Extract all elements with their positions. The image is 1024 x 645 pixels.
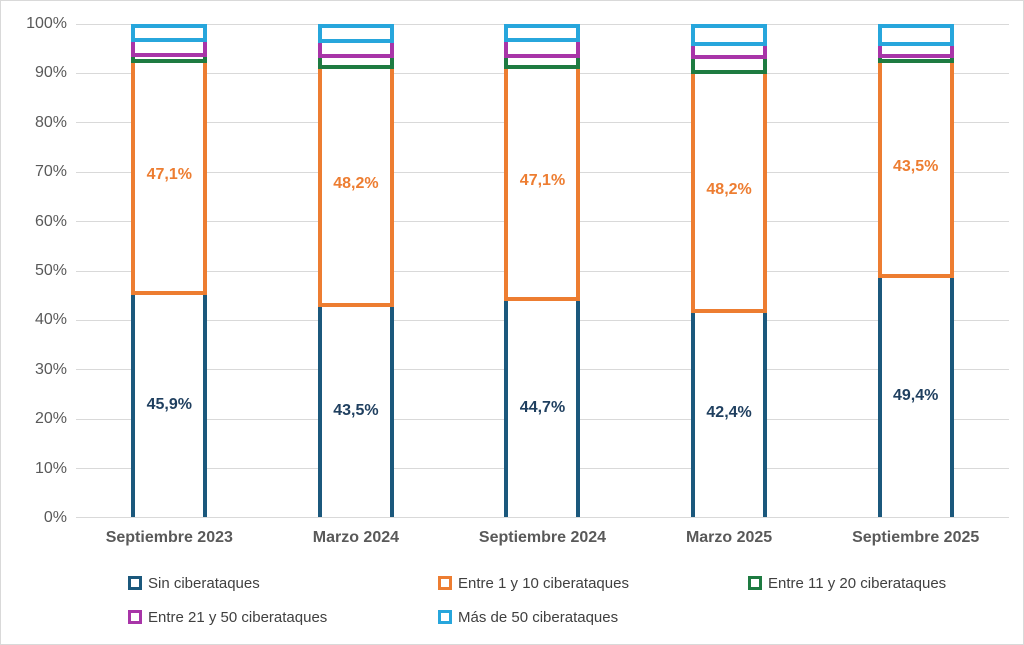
y-axis: 0% 10% 20% 30% 40% 50% 60% 70% 80% 90% 100%: [1, 15, 67, 526]
y-axis-tick-label: 0%: [43, 509, 67, 526]
y-axis-tick-label: 20%: [34, 410, 67, 428]
y-axis-tick-label: 80%: [34, 113, 67, 131]
bars-row: 45,9% 47,1% 43,5% 48,2% 44,7% 47,1% 42,4% 48,2%…: [76, 24, 1009, 518]
bar-segment-mas-de-50-ciberataques: [504, 24, 581, 42]
category-slot: 49,4% 43,5%: [822, 24, 1009, 518]
bar-segment-mas-de-50-ciberataques: [317, 24, 394, 43]
category-slot: 42,4% 48,2%: [636, 24, 823, 518]
legend-item-mas-de-50-ciberataques: Más de 50 ciberataques: [438, 606, 618, 628]
bar-segment-sin-ciberataques: [504, 297, 581, 518]
legend-item-sin-ciberataques: Sin ciberataques: [128, 572, 260, 594]
x-axis: Septiembre 2023 Marzo 2024 Septiembre 2024…: [76, 529, 1009, 547]
y-axis-tick-label: 40%: [34, 311, 67, 329]
legend-item-entre-1-y-10-ciberataques: Entre 1 y 10 ciberataques: [438, 572, 629, 594]
y-axis-tick-label: 10%: [34, 459, 67, 477]
legend-label: Más de 50 ciberataques: [458, 608, 619, 626]
bar-segment-sin-ciberataques: [317, 303, 394, 518]
stacked-bar: 45,9% 47,1%: [131, 24, 208, 518]
x-axis-category-label: Septiembre 2024: [478, 529, 607, 546]
legend-swatch-entre-1-y-10-ciberataques: [438, 576, 452, 590]
y-axis-tick-label: 50%: [34, 262, 67, 279]
data-label-entre-1-y-10-ciberataques: 43,5%: [892, 157, 939, 175]
x-axis-category-label: Septiembre 2023: [105, 529, 233, 546]
plot-area: 45,9% 47,1% 43,5% 48,2% 44,7% 47,1% 42,4% 48,2%…: [76, 23, 1009, 518]
legend-label: Entre 1 y 10 ciberataques: [458, 574, 629, 592]
bar-segment-mas-de-50-ciberataques: [877, 24, 954, 46]
bar-segment-entre-1-y-10-ciberataques: [504, 64, 581, 302]
gridline: [76, 23, 1009, 25]
legend-swatch-entre-21-y-50-ciberataques: [128, 610, 142, 624]
bar-segment-mas-de-50-ciberataques: [691, 24, 768, 47]
x-axis-category-label: Septiembre 2025: [852, 529, 980, 546]
y-axis-tick-label: 60%: [34, 212, 67, 230]
category-slot: 43,5% 48,2%: [263, 24, 450, 518]
legend-item-entre-21-y-50-ciberataques: Entre 21 y 50 ciberataques: [128, 606, 327, 628]
y-axis-tick-label: 70%: [34, 163, 67, 181]
data-label-sin-ciberataques: 45,9%: [146, 395, 192, 413]
bar-segment-entre-1-y-10-ciberataques: [317, 65, 394, 308]
legend-label: Entre 21 y 50 ciberataques: [148, 608, 328, 626]
legend-item-entre-11-y-20-ciberataques: Entre 11 y 20 ciberataques: [748, 572, 946, 594]
y-axis-tick-label: 90%: [34, 64, 67, 82]
data-label-entre-1-y-10-ciberataques: 48,2%: [706, 180, 752, 198]
y-axis-tick-label: 100%: [26, 15, 67, 32]
y-axis-tick-label: 30%: [34, 360, 67, 378]
stacked-bar: 49,4% 43,5%: [877, 24, 954, 518]
data-label-sin-ciberataques: 44,7%: [519, 398, 566, 416]
data-label-sin-ciberataques: 49,4%: [892, 386, 939, 404]
data-label-entre-1-y-10-ciberataques: 47,1%: [146, 165, 192, 183]
bar-segment-entre-1-y-10-ciberataques: [131, 58, 208, 296]
stacked-bar: 42,4% 48,2%: [691, 24, 768, 518]
data-label-entre-1-y-10-ciberataques: 48,2%: [333, 175, 379, 193]
legend-label: Entre 11 y 20 ciberataques: [768, 574, 947, 592]
legend-swatch-sin-ciberataques: [128, 576, 142, 590]
x-axis-category-label: Marzo 2025: [685, 529, 773, 546]
stacked-bar: 44,7% 47,1%: [504, 24, 581, 518]
legend-swatch-mas-de-50-ciberataques: [438, 610, 452, 624]
stacked-bar: 43,5% 48,2%: [317, 24, 394, 518]
x-axis-category-label: Marzo 2024: [312, 529, 400, 546]
bar-segment-sin-ciberataques: [877, 273, 954, 518]
category-slot: 45,9% 47,1%: [76, 24, 263, 518]
legend-label: Sin ciberataques: [148, 574, 260, 592]
x-axis-line: [76, 517, 1009, 518]
bar-segment-sin-ciberataques: [691, 308, 768, 518]
legend-swatch-entre-11-y-20-ciberataques: [748, 576, 762, 590]
data-label-sin-ciberataques: 42,4%: [706, 404, 752, 422]
category-slot: 44,7% 47,1%: [449, 24, 636, 518]
bar-segment-entre-1-y-10-ciberataques: [877, 59, 954, 278]
data-label-sin-ciberataques: 43,5%: [333, 401, 379, 419]
data-label-entre-1-y-10-ciberataques: 47,1%: [519, 171, 566, 189]
bar-segment-mas-de-50-ciberataques: [131, 24, 208, 43]
bar-segment-entre-1-y-10-ciberataques: [691, 70, 768, 313]
